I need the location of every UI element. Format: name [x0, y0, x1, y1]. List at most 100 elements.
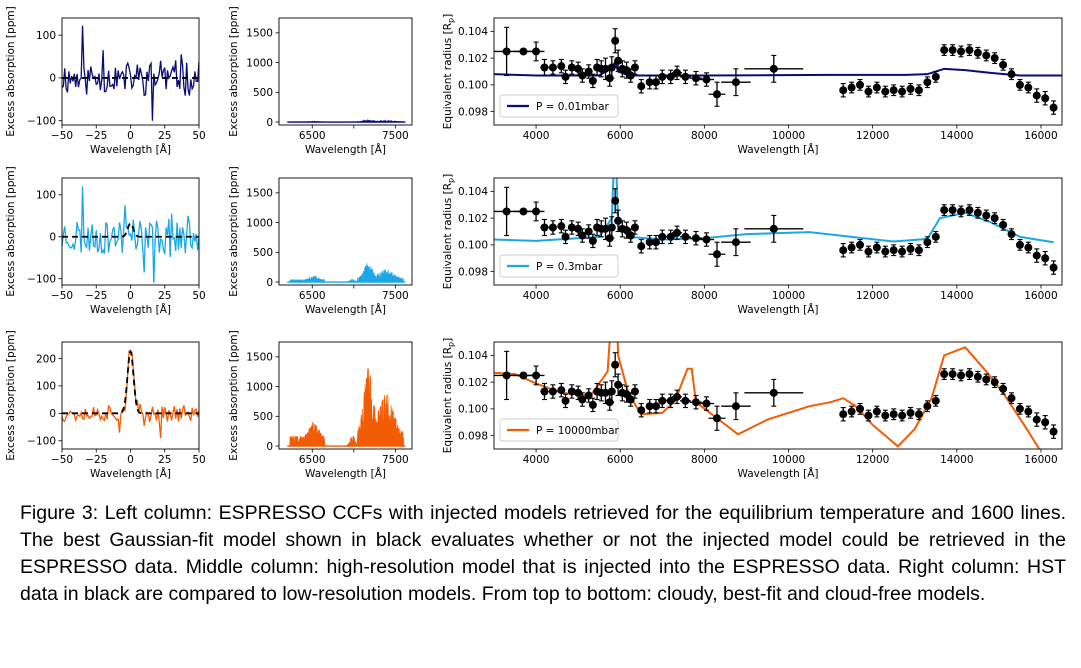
x-tick-label: 12000	[856, 130, 889, 142]
hst-data-point	[671, 65, 683, 81]
marker	[611, 36, 620, 45]
hst-data-point	[584, 388, 593, 403]
hst-data-point	[665, 229, 676, 245]
marker	[1049, 427, 1058, 436]
marker	[607, 223, 616, 232]
marker	[626, 231, 635, 240]
hst-data-point	[637, 238, 646, 254]
marker	[588, 400, 597, 409]
marker	[1041, 94, 1050, 103]
y-axis-label: Excess absorption [ppm]	[228, 166, 240, 296]
y-tick-label: 0.098	[458, 106, 488, 118]
x-tick-label: 8000	[691, 290, 718, 302]
x-tick-label: 7500	[382, 130, 409, 142]
x-tick-label: 6000	[607, 130, 634, 142]
x-axis-label: Wavelength [Å]	[90, 303, 171, 316]
hst-data-point	[914, 244, 923, 257]
marker	[681, 72, 690, 81]
hst-data-point	[626, 228, 635, 243]
chart-hst-1: P = 0.01mbar 4000 6000 8000 10000 12000 14000 1…	[442, 14, 1063, 156]
hst-data-point	[940, 204, 949, 216]
marker	[1041, 418, 1050, 427]
legend-label: P = 10000mbar	[536, 425, 620, 437]
hst-data-point	[881, 245, 890, 258]
marker	[645, 238, 654, 247]
marker	[532, 47, 541, 56]
y-axis-label: Excess absorption [ppm]	[5, 6, 17, 136]
y-tick-label: 0.102	[458, 213, 488, 225]
hst-data-point	[864, 245, 873, 258]
marker	[607, 387, 616, 396]
hst-data-point	[601, 57, 610, 81]
marker	[561, 232, 570, 241]
marker	[1049, 103, 1058, 112]
marker	[601, 64, 610, 73]
y-tick-label: 1000	[246, 57, 273, 69]
hst-data-point	[931, 70, 940, 83]
plot-area	[494, 178, 1058, 275]
y-axis-label: Excess absorption [ppm]	[228, 330, 240, 460]
marker	[637, 406, 646, 415]
hst-data-point	[561, 69, 570, 85]
y-tick-label: 100	[36, 30, 56, 42]
y-tick-label: 0	[266, 277, 273, 289]
x-tick-label: 12000	[856, 290, 889, 302]
marker	[622, 226, 631, 235]
hst-data-point	[540, 58, 549, 77]
marker	[1015, 80, 1024, 89]
hst-data-point	[940, 44, 949, 57]
marker	[881, 87, 890, 96]
hst-data-point	[839, 406, 848, 422]
hst-data-point	[999, 382, 1008, 395]
marker	[502, 47, 511, 56]
marker	[973, 48, 982, 57]
hst-data-point	[630, 384, 639, 399]
hst-data-point	[611, 28, 620, 54]
chart-ccf-3: −50 −25 0 25 50 −100 0 100 200 Wavelength [Å] Exce…	[5, 330, 206, 480]
marker	[999, 220, 1008, 229]
hst-data-point	[708, 405, 726, 431]
marker	[630, 223, 639, 232]
hst-data-point	[721, 68, 751, 97]
x-tick-label: −50	[51, 290, 73, 302]
marker	[651, 402, 660, 411]
axes-frame	[61, 341, 200, 450]
hst-data-point	[622, 61, 631, 79]
marker	[502, 371, 511, 380]
hst-data-point	[689, 70, 703, 86]
marker	[681, 232, 690, 241]
hst-data-point	[990, 52, 999, 65]
marker	[990, 214, 999, 223]
x-tick-label: 4000	[523, 454, 550, 466]
hst-data-point	[889, 408, 898, 421]
marker	[948, 206, 957, 215]
marker	[1032, 415, 1041, 424]
x-tick-label: 10000	[772, 454, 805, 466]
y-tick-label: 1000	[246, 381, 273, 393]
hst-data-point	[645, 398, 654, 414]
y-tick-label: 0.104	[458, 350, 488, 362]
marker	[731, 402, 740, 411]
y-tick-label: 0	[49, 232, 56, 244]
x-tick-label: 16000	[1024, 454, 1057, 466]
marker	[914, 86, 923, 95]
marker	[588, 76, 597, 85]
marker	[578, 395, 587, 404]
marker	[847, 83, 856, 92]
x-tick-label: 14000	[940, 290, 973, 302]
x-tick-label: 50	[192, 130, 205, 142]
marker	[1007, 70, 1016, 79]
x-tick-label: 10000	[772, 130, 805, 142]
hst-data-point	[548, 220, 558, 235]
marker	[769, 64, 778, 73]
hst-data-point	[540, 218, 549, 237]
marker	[540, 387, 549, 396]
marker	[574, 388, 583, 397]
marker	[769, 224, 778, 233]
legend: P = 10000mbar	[499, 418, 620, 442]
hst-data-point	[864, 85, 873, 98]
x-axis-label: Wavelength [Å]	[90, 467, 171, 480]
hst-data-point	[872, 241, 881, 254]
marker	[872, 407, 881, 416]
hst-data-point	[708, 81, 726, 107]
